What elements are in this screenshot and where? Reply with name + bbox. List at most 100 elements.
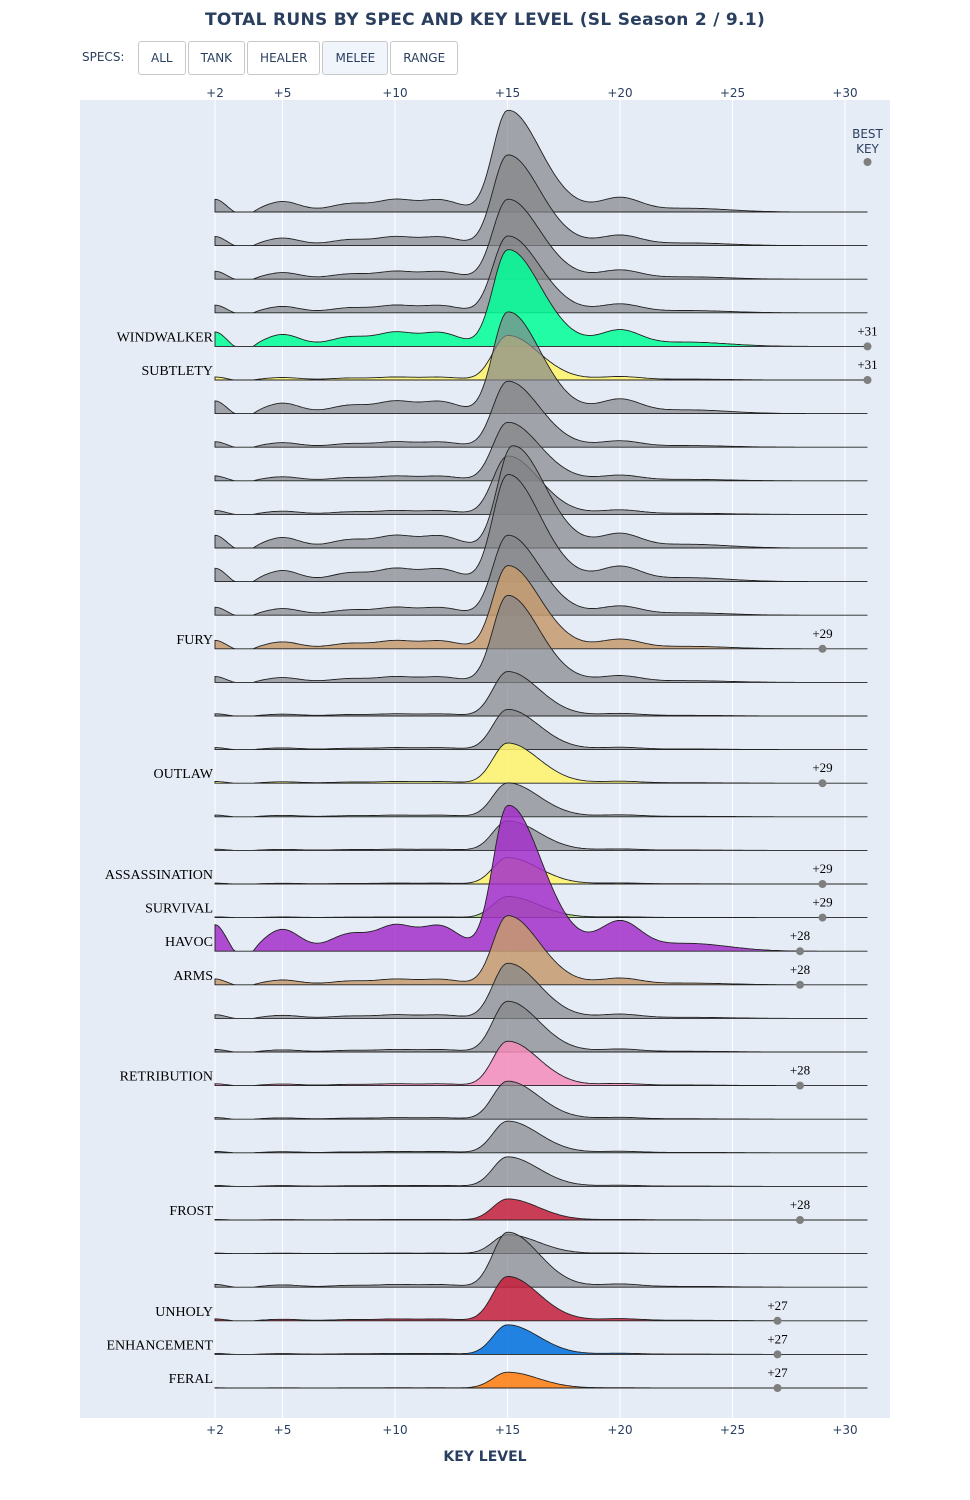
- ridge-spec-28[interactable]: [214, 1120, 868, 1154]
- specs-filter-buttons: ALL TANK HEALER MELEE RANGE: [138, 41, 459, 75]
- best-key-header-marker: [863, 158, 872, 166]
- best-key-label: +27: [767, 1331, 788, 1346]
- best-key-label: +29: [812, 895, 832, 910]
- spec-labels: WINDWALKER SUBTLETY FURY OUTLAW ASSASSINATIO…: [105, 330, 214, 1387]
- x-tick-label-bottom: +15: [495, 1423, 520, 1437]
- x-tick-label-bottom: +25: [720, 1423, 745, 1437]
- ridge-unholy[interactable]: [214, 1275, 868, 1322]
- best-key-marker: [796, 1216, 804, 1224]
- best-key-marker: [796, 1081, 804, 1090]
- spec-button-all[interactable]: ALL: [138, 41, 186, 75]
- best-key-marker: [818, 644, 827, 653]
- spec-label-survival: SURVIVAL: [145, 902, 213, 917]
- ridge-spec-19[interactable]: [214, 820, 868, 851]
- ridge-spec-15[interactable]: [214, 671, 868, 717]
- ridge-spec-25[interactable]: [214, 1000, 868, 1053]
- best-key-label: +27: [767, 1298, 788, 1313]
- ridge-enhancement[interactable]: [214, 1324, 868, 1355]
- ridge-frost[interactable]: [214, 1198, 868, 1221]
- best-key-label: +28: [790, 1197, 810, 1212]
- ridge-spec-1[interactable]: [214, 154, 868, 247]
- ridge-spec-27[interactable]: [214, 1080, 868, 1120]
- x-tick-label-top: +25: [720, 86, 745, 100]
- ridge-feral[interactable]: [214, 1371, 868, 1389]
- best-key-label: +28: [790, 1063, 810, 1078]
- ridge-spec-10[interactable]: [214, 445, 868, 549]
- x-tick-label-top: +20: [607, 86, 632, 100]
- ridge-windwalker[interactable]: [214, 249, 868, 347]
- spec-button-tank[interactable]: TANK: [187, 41, 246, 75]
- spec-label-outlaw: OUTLAW: [153, 767, 213, 782]
- spec-label-subtlety: SUBTLETY: [141, 364, 213, 379]
- best-key-label: +31: [857, 323, 877, 338]
- x-tick-label-bottom: +2: [206, 1423, 224, 1437]
- spec-label-unholy: UNHOLY: [155, 1305, 213, 1320]
- chart-title: TOTAL RUNS BY SPEC AND KEY LEVEL (SL Sea…: [204, 10, 766, 30]
- ridge-retribution[interactable]: [214, 1040, 868, 1087]
- ridge-spec-3[interactable]: [214, 235, 868, 314]
- best-key-marker: [773, 1316, 782, 1325]
- spec-label-arms: ARMS: [173, 969, 213, 984]
- best-key-marker: [818, 779, 827, 788]
- ridge-arms[interactable]: [214, 915, 868, 986]
- ridge-spec-14[interactable]: [214, 594, 868, 683]
- ridge-fury[interactable]: [214, 565, 868, 650]
- x-tick-label-bottom: +5: [274, 1423, 292, 1437]
- best-key-marker: [773, 1350, 782, 1359]
- ridgelines: [214, 109, 868, 1389]
- x-tick-label-bottom: +20: [607, 1423, 632, 1437]
- x-tick-label-bottom: +30: [832, 1423, 857, 1437]
- ridge-spec-7[interactable]: [214, 380, 868, 448]
- spec-label-frost: FROST: [169, 1204, 213, 1219]
- best-key-marker: [818, 913, 827, 922]
- best-key-label: +28: [790, 928, 810, 943]
- best-key-marker: [818, 880, 827, 888]
- ridge-spec-29[interactable]: [214, 1156, 868, 1187]
- x-tick-label-top: +30: [832, 86, 857, 100]
- ridge-spec-31[interactable]: [214, 1234, 868, 1255]
- ridge-spec-16[interactable]: [214, 708, 868, 751]
- best-key-marker: [863, 342, 872, 351]
- spec-label-feral: FERAL: [169, 1372, 213, 1387]
- x-tick-label-top: +5: [274, 86, 292, 100]
- spec-button-melee[interactable]: MELEE: [322, 41, 389, 75]
- best-key-header-line-1: BEST: [852, 127, 883, 141]
- ridge-spec-24[interactable]: [214, 962, 868, 1019]
- spec-label-windwalker: WINDWALKER: [117, 330, 214, 345]
- x-tick-label-top: +10: [382, 86, 407, 100]
- x-tick-label-bottom: +10: [382, 1423, 407, 1437]
- best-key-label: +29: [812, 861, 832, 876]
- spec-label-assassination: ASSASSINATION: [105, 868, 213, 883]
- x-axis-title: KEY LEVEL: [443, 1449, 526, 1465]
- ridge-havoc[interactable]: [214, 804, 868, 952]
- best-key-markers: +31 +31 +29 +29 +29 +29 +28 +28 +28 +28 +27 +27 +27: [767, 323, 878, 1392]
- ridge-spec-2[interactable]: [214, 198, 868, 280]
- best-key-label: +28: [790, 962, 810, 977]
- best-key-header-line-2: KEY: [856, 142, 879, 156]
- best-key-label: +27: [767, 1365, 788, 1380]
- best-key-label: +29: [812, 626, 832, 641]
- spec-label-retribution: RETRIBUTION: [120, 1070, 213, 1085]
- spec-button-healer[interactable]: HEALER: [247, 41, 321, 75]
- ridge-spec-18[interactable]: [214, 782, 868, 818]
- ridge-spec-12[interactable]: [214, 534, 868, 616]
- best-key-marker: [773, 1384, 782, 1392]
- spec-label-havoc: HAVOC: [165, 935, 213, 950]
- best-key-marker: [796, 947, 804, 956]
- spec-label-enhancement: ENHANCEMENT: [106, 1338, 213, 1353]
- spec-button-range[interactable]: RANGE: [390, 41, 459, 75]
- axis-ticks: +2 +2 +5 +5 +10 +10 +15 +15 +20 +20 +25 +25 +30 +30: [206, 86, 858, 1437]
- ridge-spec-32[interactable]: [214, 1231, 868, 1288]
- best-key-label: +29: [812, 760, 832, 775]
- x-tick-label-top: +15: [495, 86, 520, 100]
- best-key-marker: [863, 376, 872, 384]
- best-key-marker: [796, 980, 804, 989]
- ridge-spec-8[interactable]: [214, 421, 868, 482]
- ridge-spec-11[interactable]: [214, 474, 868, 583]
- ridge-spec-0[interactable]: [214, 109, 868, 213]
- best-key-label: +31: [857, 357, 877, 372]
- specs-filter-label: SPECS:: [82, 50, 125, 64]
- ridge-spec-6[interactable]: [214, 311, 868, 415]
- ridge-outlaw[interactable]: [214, 742, 868, 784]
